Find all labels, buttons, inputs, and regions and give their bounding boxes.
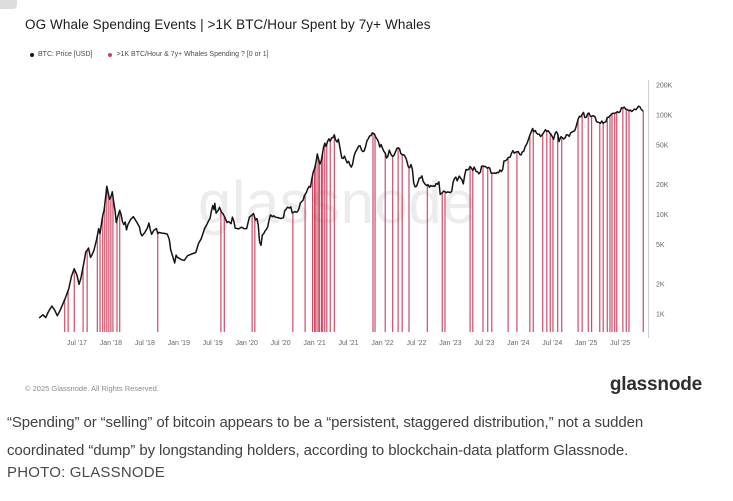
legend-item-whale-spending: >1K BTC/Hour & 7y+ Whales Spending ? [0 … xyxy=(108,51,269,58)
svg-text:Jan '18: Jan '18 xyxy=(100,340,122,347)
svg-text:Jan '20: Jan '20 xyxy=(236,340,258,347)
svg-text:5K: 5K xyxy=(656,242,665,249)
svg-text:100K: 100K xyxy=(656,112,673,119)
svg-text:Jan '24: Jan '24 xyxy=(507,340,529,347)
svg-text:Jul '19: Jul '19 xyxy=(203,340,223,347)
svg-text:1K: 1K xyxy=(656,311,665,318)
svg-text:Jan '21: Jan '21 xyxy=(303,340,325,347)
svg-text:10K: 10K xyxy=(656,212,669,219)
svg-text:Jan '25: Jan '25 xyxy=(575,340,597,347)
price-legend-label: BTC: Price [USD] xyxy=(38,51,93,58)
svg-text:Jul '25: Jul '25 xyxy=(610,340,630,347)
svg-text:Jan '19: Jan '19 xyxy=(168,340,190,347)
svg-text:Jul '17: Jul '17 xyxy=(67,340,87,347)
whale-event-lines xyxy=(64,108,644,332)
article-caption: “Spending” or “selling” of bitcoin appea… xyxy=(7,409,731,465)
events-legend-dot xyxy=(108,52,113,57)
svg-text:50K: 50K xyxy=(656,142,669,149)
x-axis-labels: Jul '17 Jan '18 Jul '18 Jan '19 Jul '19 Jan '… xyxy=(67,340,630,347)
glassnode-logo: glassnode xyxy=(609,374,702,395)
events-legend-label: >1K BTC/Hour & 7y+ Whales Spending ? [0 … xyxy=(116,51,269,58)
svg-text:Jul '23: Jul '23 xyxy=(474,340,494,347)
y-axis-labels: 200K 100K 50K 20K 10K 5K 2K 1K xyxy=(656,83,673,319)
glassnode-watermark: glassnode xyxy=(198,169,477,236)
svg-text:2K: 2K xyxy=(656,282,665,289)
svg-text:Jan '22: Jan '22 xyxy=(371,340,393,347)
chart-legend: BTC: Price [USD] >1K BTC/Hour & 7y+ Whal… xyxy=(30,51,269,58)
copyright-text: © 2025 Glassnode. All Rights Reserved. xyxy=(25,384,159,393)
price-legend-dot xyxy=(30,52,34,57)
svg-text:Jul '24: Jul '24 xyxy=(542,340,562,347)
svg-text:Jul '22: Jul '22 xyxy=(406,340,426,347)
photo-credit: PHOTO: GLASSNODE xyxy=(7,464,165,481)
svg-text:Jul '21: Jul '21 xyxy=(339,340,359,347)
svg-text:Jan '23: Jan '23 xyxy=(439,340,461,347)
caption-line-1: “Spending” or “selling” of bitcoin appea… xyxy=(7,414,644,431)
svg-text:Jul '20: Jul '20 xyxy=(271,340,291,347)
btc-price-line xyxy=(38,105,644,319)
corner-artifact xyxy=(0,0,17,9)
svg-text:Jul '18: Jul '18 xyxy=(135,340,155,347)
caption-line-2: coordinated “dump” by longstanding holde… xyxy=(7,442,629,459)
chart-title: OG Whale Spending Events | >1K BTC/Hour … xyxy=(25,17,431,32)
legend-item-btc-price: BTC: Price [USD] xyxy=(30,51,92,58)
svg-text:20K: 20K xyxy=(656,182,669,189)
svg-text:200K: 200K xyxy=(656,83,673,90)
